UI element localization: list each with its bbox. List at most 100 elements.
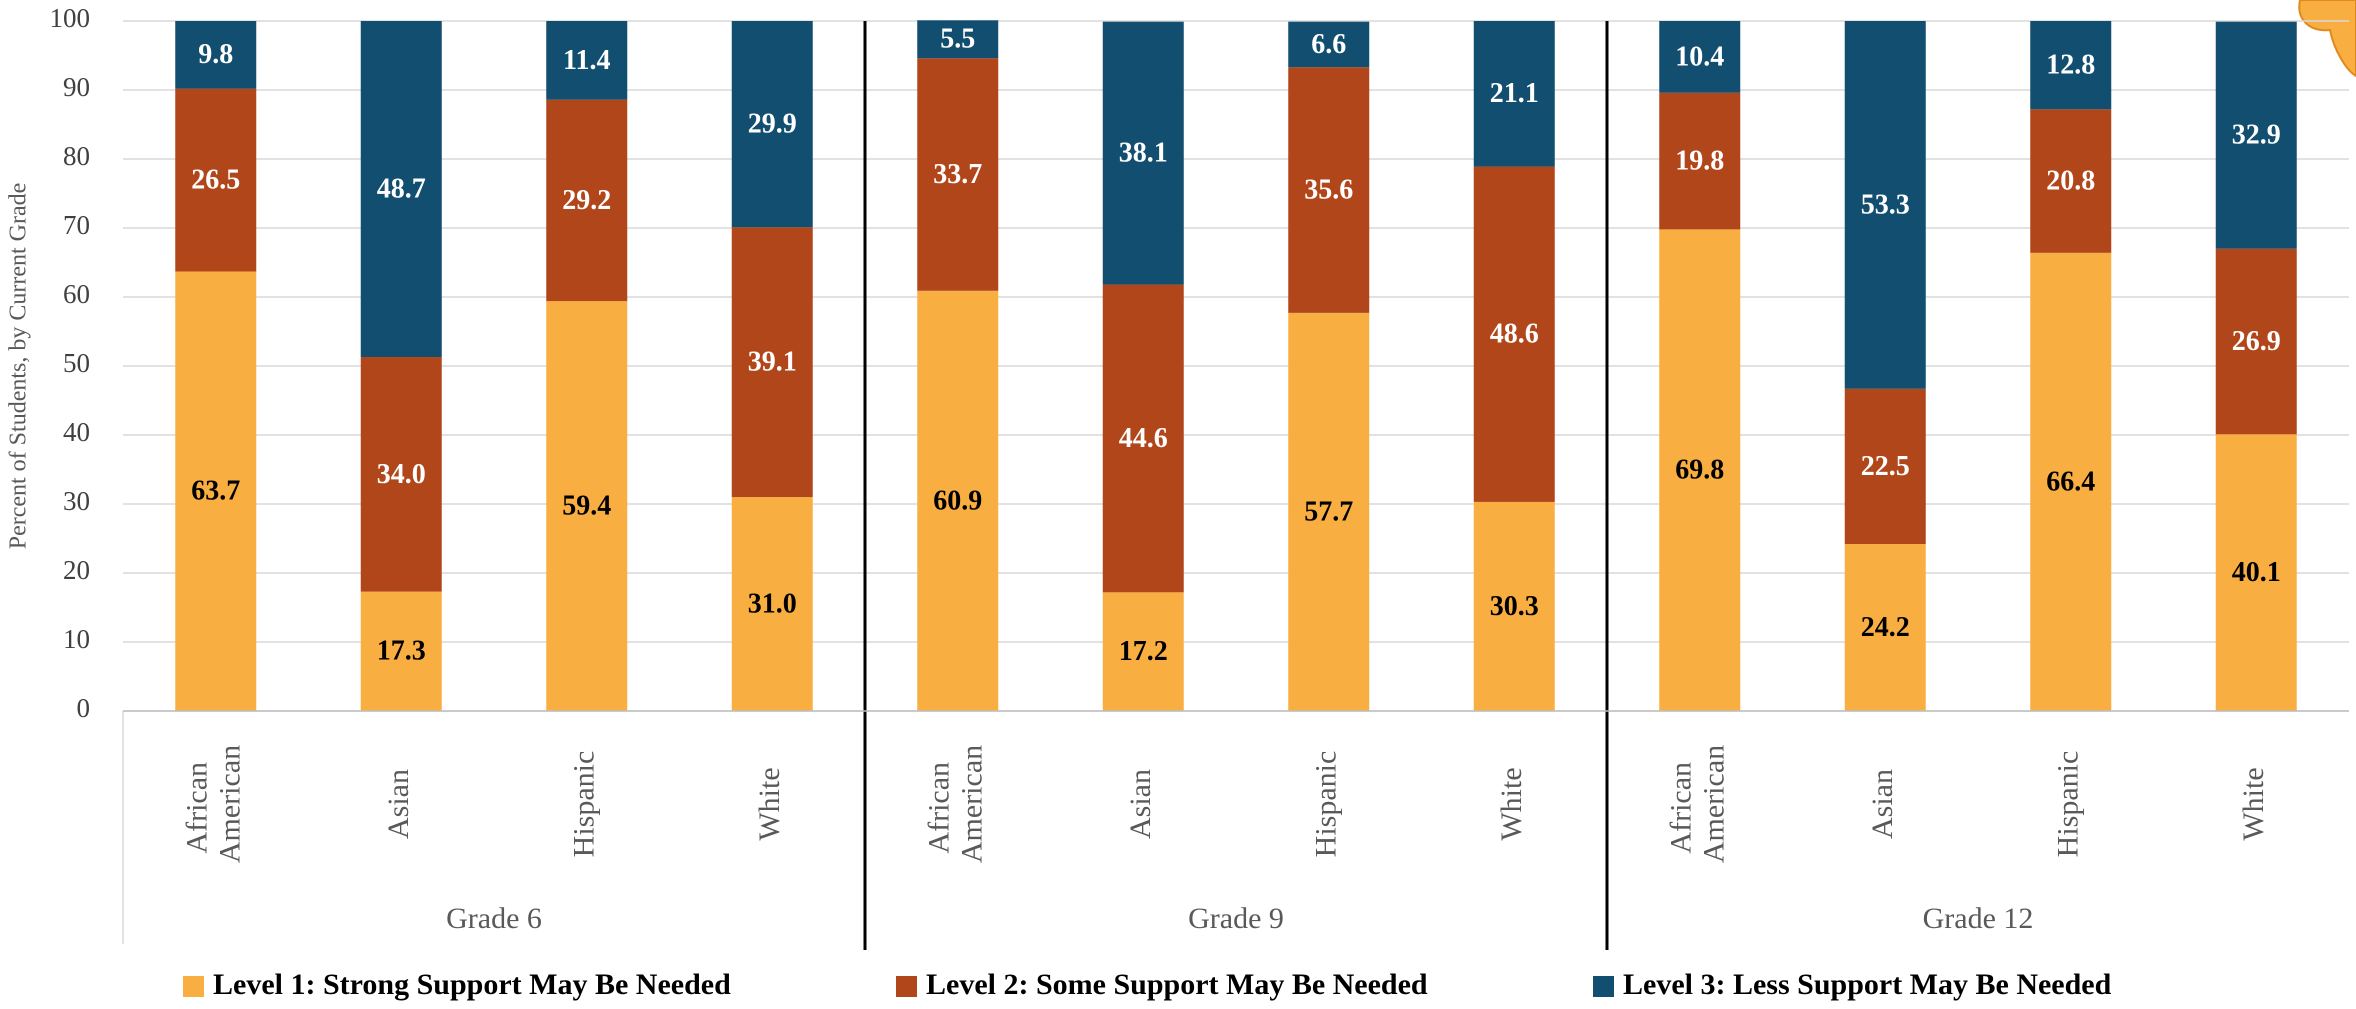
value-label: 17.3 <box>377 636 426 667</box>
value-label: 5.5 <box>940 24 975 55</box>
bar-segment <box>1844 21 1926 389</box>
bar-segment <box>731 21 813 228</box>
y-tick-label: 90 <box>63 72 90 102</box>
y-tick-label: 0 <box>77 693 91 723</box>
y-tick-label: 40 <box>63 417 90 447</box>
value-label: 57.7 <box>1304 496 1353 527</box>
bar-segment <box>1288 67 1370 313</box>
value-label: 39.1 <box>748 347 797 378</box>
value-label: 21.1 <box>1490 78 1539 109</box>
bar-segment <box>360 591 442 711</box>
value-label: 32.9 <box>2232 120 2281 151</box>
value-label: 24.2 <box>1861 612 1910 643</box>
bar-segment <box>1659 21 1741 93</box>
bar-segment <box>1659 229 1741 711</box>
value-label: 63.7 <box>191 476 240 507</box>
bar-segment <box>731 227 813 498</box>
x-tick-label: Asian <box>1866 769 1899 839</box>
x-tick-label: Asian <box>1124 769 1157 839</box>
bar-segment <box>546 21 628 100</box>
x-tick-label: African American <box>1664 745 1730 863</box>
value-label: 48.6 <box>1490 319 1539 350</box>
legend-label: Level 1: Strong Support May Be Needed <box>213 968 731 1001</box>
bar-segment <box>1844 388 1926 545</box>
y-tick-label: 100 <box>50 3 91 33</box>
bar-segment <box>360 21 442 358</box>
x-tick-label: Hispanic <box>1310 751 1343 858</box>
y-axis-title: Percent of Students, by Current Grade <box>6 183 32 550</box>
y-tick-label: 70 <box>63 210 90 240</box>
value-label: 26.9 <box>2232 326 2281 357</box>
y-tick-label: 80 <box>63 141 90 171</box>
bar-segment <box>1102 284 1184 593</box>
bar-segment <box>2215 21 2297 249</box>
value-label: 9.8 <box>198 39 233 70</box>
value-label: 44.6 <box>1119 423 1168 454</box>
value-label: 35.6 <box>1304 174 1353 205</box>
x-tick-label: African American <box>922 745 988 863</box>
value-label: 38.1 <box>1119 138 1168 169</box>
legend-label: Level 2: Some Support May Be Needed <box>926 968 1428 1001</box>
legend-swatch <box>896 976 917 997</box>
bar-segment <box>917 290 999 711</box>
bar-segment <box>917 20 999 59</box>
x-tick-label: White <box>753 767 786 840</box>
value-label: 22.5 <box>1861 451 1910 482</box>
x-tick-label: Asian <box>382 769 415 839</box>
value-label: 6.6 <box>1311 29 1346 60</box>
bar-segment <box>731 497 813 711</box>
value-label: 66.4 <box>2046 466 2095 497</box>
bar-segment <box>917 58 999 291</box>
bar-segment <box>1473 501 1555 711</box>
bar-segment <box>1288 21 1370 68</box>
bar-segment <box>1844 544 1926 711</box>
value-label: 17.2 <box>1119 636 1168 667</box>
value-label: 60.9 <box>933 485 982 516</box>
value-label: 29.9 <box>748 109 797 140</box>
group-label: Grade 12 <box>1923 902 2034 935</box>
x-tick-label: White <box>2237 767 2270 840</box>
bar-segment <box>175 88 257 272</box>
x-tick-label: White <box>1495 767 1528 840</box>
value-label: 31.0 <box>748 588 797 619</box>
y-tick-label: 60 <box>63 279 90 309</box>
value-label: 26.5 <box>191 164 240 195</box>
bar-segment <box>2030 21 2112 110</box>
bar-segment <box>2215 434 2297 711</box>
bar-segment <box>1473 166 1555 502</box>
bar-segment <box>1473 21 1555 167</box>
bar-segment <box>1659 92 1741 230</box>
value-label: 34.0 <box>377 459 426 490</box>
bar-segment <box>175 21 257 89</box>
y-tick-label: 20 <box>63 555 90 585</box>
x-tick-label: Hispanic <box>568 751 601 858</box>
bar-segment <box>1288 312 1370 711</box>
legend-swatch <box>1593 976 1614 997</box>
value-label: 48.7 <box>377 173 426 204</box>
legend-swatch <box>183 976 204 997</box>
value-label: 69.8 <box>1675 455 1724 486</box>
bar-segment <box>2030 252 2112 711</box>
value-label: 33.7 <box>933 159 982 190</box>
value-label: 19.8 <box>1675 145 1724 176</box>
value-label: 10.4 <box>1675 41 1724 72</box>
bar-segment <box>2030 109 2112 253</box>
bar-segment <box>175 271 257 711</box>
value-label: 40.1 <box>2232 557 2281 588</box>
value-label: 11.4 <box>563 45 610 76</box>
value-label: 59.4 <box>562 490 611 521</box>
group-label: Grade 9 <box>1188 902 1284 935</box>
bar-segment <box>1102 592 1184 711</box>
bar-segment <box>2215 248 2297 435</box>
bar-segment <box>1102 21 1184 285</box>
y-tick-label: 50 <box>63 348 90 378</box>
decoration <box>2298 0 2356 78</box>
x-tick-label: African American <box>180 745 246 863</box>
value-label: 20.8 <box>2046 166 2095 197</box>
group-label: Grade 6 <box>446 902 542 935</box>
bar-segment <box>360 357 442 592</box>
value-label: 53.3 <box>1861 189 1910 220</box>
x-tick-label: Hispanic <box>2052 751 2085 858</box>
legend-label: Level 3: Less Support May Be Needed <box>1623 968 2112 1001</box>
